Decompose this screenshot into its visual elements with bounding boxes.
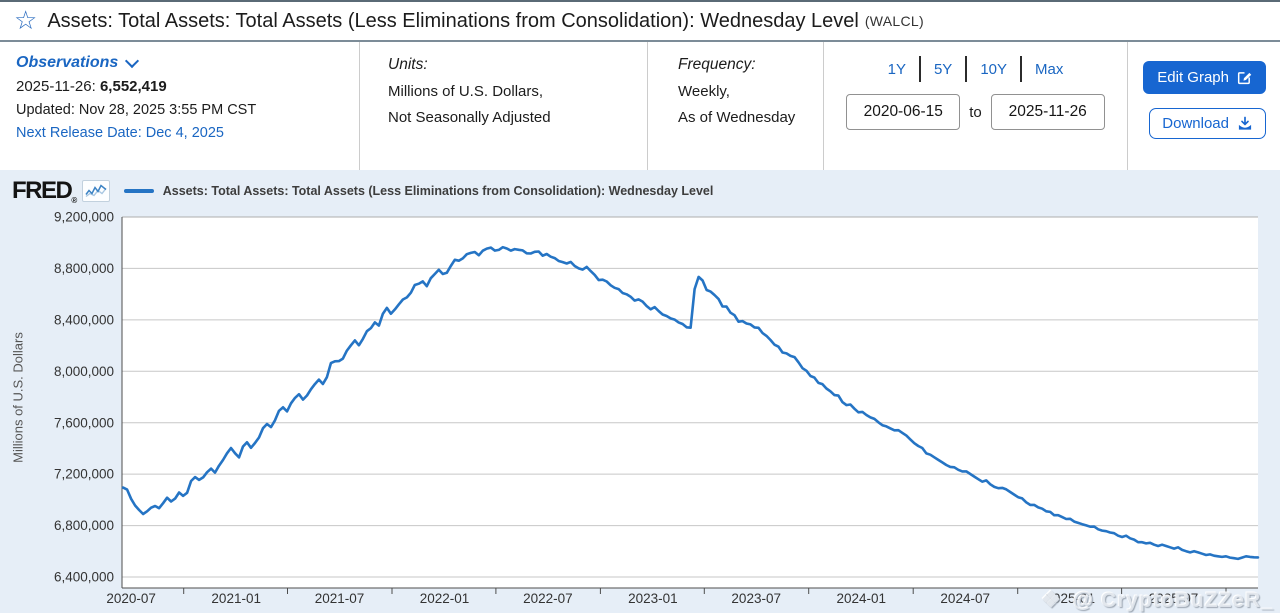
watermark: ❖ @ CryptoBuZZeR_ xyxy=(1041,587,1274,613)
download-icon xyxy=(1237,116,1253,131)
svg-text:2025-01: 2025-01 xyxy=(1045,591,1095,606)
updated-timestamp: Updated: Nov 28, 2025 3:55 PM CST xyxy=(16,102,257,118)
svg-text:9,200,000: 9,200,000 xyxy=(54,210,114,225)
series-legend: Assets: Total Assets: Total Assets (Less… xyxy=(123,184,714,198)
plot-area[interactable]: 9,200,000 8,800,000 8,400,000 8,000,000 7,60… xyxy=(0,170,1280,613)
favorite-star-icon[interactable]: ☆ xyxy=(14,5,38,35)
svg-text:2023-01: 2023-01 xyxy=(628,591,678,606)
legend-line-swatch xyxy=(123,189,154,193)
preset-divider xyxy=(1020,56,1023,82)
svg-text:2021-07: 2021-07 xyxy=(315,591,365,606)
svg-text:2024-01: 2024-01 xyxy=(837,591,887,606)
preset-1y[interactable]: 1Y xyxy=(887,60,906,78)
download-label: Download xyxy=(1162,115,1229,132)
svg-text:8,000,000: 8,000,000 xyxy=(54,364,114,379)
watermark-text: @ CryptoBuZZeR_ xyxy=(1072,589,1274,612)
series-ticker: (WALCL) xyxy=(864,13,924,29)
svg-text:8,400,000: 8,400,000 xyxy=(54,313,114,328)
range-inputs: 2020-06-15 to 2025-11-26 xyxy=(824,94,1127,130)
actions-panel: Edit Graph Download xyxy=(1128,42,1280,170)
frequency-line1: Weekly, xyxy=(678,83,730,100)
y-axis-title: Millions of U.S. Dollars xyxy=(10,332,26,463)
units-line1: Millions of U.S. Dollars, xyxy=(388,83,544,100)
units-label: Units: xyxy=(388,56,428,73)
svg-text:2022-01: 2022-01 xyxy=(420,591,470,606)
start-date-input[interactable]: 2020-06-15 xyxy=(846,94,961,130)
edit-graph-button[interactable]: Edit Graph xyxy=(1143,61,1266,94)
meta-row: Observations 2025-11-26: 6,552,419 Updat… xyxy=(0,42,1280,170)
svg-text:2025-07: 2025-07 xyxy=(1149,591,1199,606)
preset-5y[interactable]: 5Y xyxy=(933,60,953,78)
preset-divider xyxy=(918,56,921,82)
svg-text:7,600,000: 7,600,000 xyxy=(54,415,114,430)
page-title: Assets: Total Assets: Total Assets (Less… xyxy=(47,9,859,32)
svg-text:8,800,000: 8,800,000 xyxy=(54,261,114,276)
latest-observation: 2025-11-26: 6,552,419 xyxy=(16,78,359,95)
units-line2: Not Seasonally Adjusted xyxy=(388,109,551,126)
range-to-label: to xyxy=(969,103,982,121)
observations-dropdown[interactable]: Observations xyxy=(16,53,140,72)
frequency-panel: Frequency: Weekly, As of Wednesday xyxy=(648,42,824,170)
preset-divider xyxy=(965,56,968,82)
svg-text:2021-01: 2021-01 xyxy=(211,591,261,606)
frequency-line2: As of Wednesday xyxy=(678,109,796,126)
fred-chart-icon xyxy=(81,180,110,202)
svg-text:7,200,000: 7,200,000 xyxy=(54,467,114,482)
end-date-input[interactable]: 2025-11-26 xyxy=(990,94,1105,130)
chevron-down-icon xyxy=(125,53,140,69)
title-divider xyxy=(0,40,1280,42)
svg-text:6,800,000: 6,800,000 xyxy=(54,518,114,533)
svg-text:2020-07: 2020-07 xyxy=(106,591,156,606)
svg-text:2023-07: 2023-07 xyxy=(731,591,781,606)
preset-10y[interactable]: 10Y xyxy=(980,60,1008,78)
observations-panel: Observations 2025-11-26: 6,552,419 Updat… xyxy=(0,42,360,170)
preset-max[interactable]: Max xyxy=(1035,60,1064,78)
svg-text:6,400,000: 6,400,000 xyxy=(54,570,114,585)
svg-text:2022-07: 2022-07 xyxy=(523,591,573,606)
date-range-panel: 1Y 5Y 10Y Max 2020-06-15 to 2025-11-26 xyxy=(824,42,1128,170)
svg-text:2024-07: 2024-07 xyxy=(940,591,990,606)
edit-graph-label: Edit Graph xyxy=(1157,69,1229,86)
units-panel: Units: Millions of U.S. Dollars, Not Sea… xyxy=(360,42,648,170)
observations-label: Observations xyxy=(16,54,119,71)
frequency-label: Frequency: xyxy=(678,56,756,73)
download-button[interactable]: Download xyxy=(1149,108,1266,139)
next-release-link[interactable]: Next Release Date: Dec 4, 2025 xyxy=(16,125,224,141)
title-bar: ☆ Assets: Total Assets: Total Assets (Le… xyxy=(0,2,1280,40)
range-presets: 1Y 5Y 10Y Max xyxy=(824,56,1127,82)
edit-pencil-icon xyxy=(1237,70,1252,85)
legend-label: Assets: Total Assets: Total Assets (Less… xyxy=(162,184,714,198)
latest-observation-value: 6,552,419 xyxy=(99,78,167,95)
latest-observation-date: 2025-11-26: xyxy=(16,78,96,95)
gem-icon: ❖ xyxy=(1041,587,1062,612)
chart-header: FRED® Assets: Total Assets: Total Assets… xyxy=(12,177,713,205)
fred-logo[interactable]: FRED® xyxy=(12,177,77,205)
chart-section: FRED® Assets: Total Assets: Total Assets… xyxy=(0,170,1280,613)
